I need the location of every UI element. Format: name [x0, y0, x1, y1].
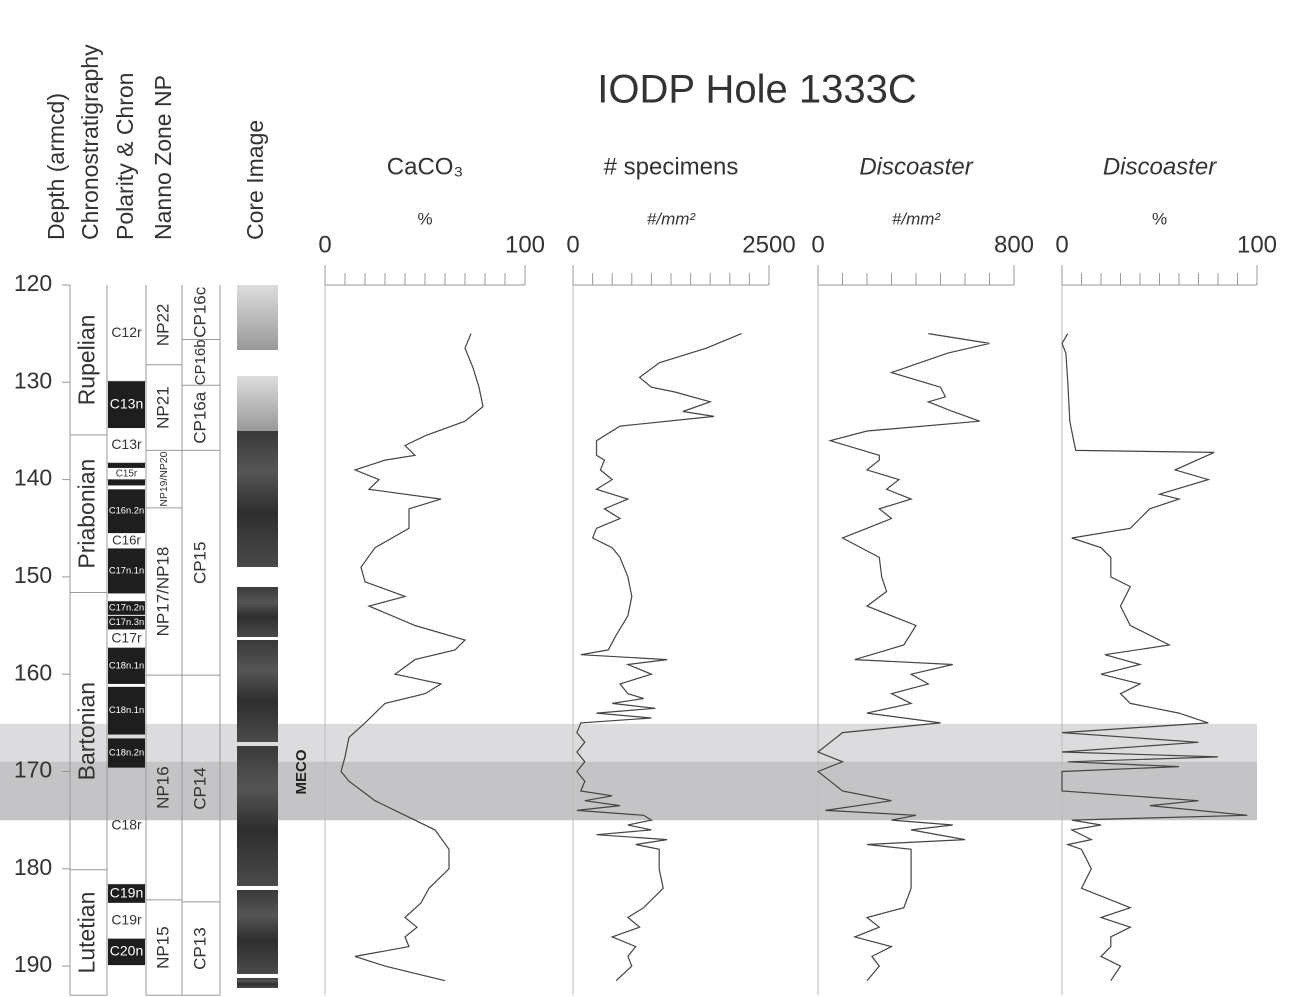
y-tick-label: 140 — [14, 465, 52, 491]
normal-chron — [108, 463, 145, 468]
panel-unit: % — [1152, 209, 1167, 228]
x-tick-label: 0 — [1055, 231, 1068, 258]
zone-label: CP15 — [190, 542, 209, 585]
y-tick-label: 150 — [14, 562, 52, 588]
column-header: Polarity & Chron — [112, 73, 138, 240]
zone-label: NP15 — [153, 926, 172, 969]
chron-label: C17n.1n — [109, 566, 144, 576]
zone-label: CP13 — [190, 927, 209, 970]
normal-chron — [108, 479, 145, 486]
chron-label: C18n.1n — [109, 660, 144, 670]
chron-label: C13n — [110, 395, 143, 411]
data-line — [576, 333, 742, 982]
zone-label: CP14 — [190, 767, 209, 810]
panel-title: Discoaster — [859, 153, 973, 180]
figure-title: IODP Hole 1333C — [597, 68, 916, 112]
chron-label: C12r — [111, 324, 142, 340]
column-header: Nanno Zone NP — [150, 75, 176, 240]
chron-label: C18n.2n — [109, 747, 144, 757]
panel-title: Discoaster — [1103, 153, 1217, 180]
x-tick-label: 2500 — [742, 231, 795, 258]
panel-title: # specimens — [604, 153, 739, 180]
meco-bands — [0, 723, 1257, 821]
normal-chron — [108, 686, 145, 735]
chron-label: C13r — [111, 436, 142, 452]
column-header: Depth (armcd) — [43, 93, 69, 240]
normal-chron — [108, 738, 145, 768]
normal-chron — [108, 548, 145, 594]
column-header: Core Image — [242, 120, 268, 240]
column-header: Chronostratigraphy — [77, 44, 103, 240]
x-tick-label: 100 — [1237, 231, 1277, 258]
chron-label: C17n.2n — [109, 603, 144, 613]
panel-unit: #/mm² — [892, 209, 942, 228]
chron-label: C20n — [110, 943, 143, 959]
y-tick-label: 130 — [14, 367, 52, 393]
chron-label: C18n.1n — [109, 705, 144, 715]
panel-unit: #/mm² — [647, 209, 697, 228]
zone-label: NP21 — [153, 386, 172, 429]
zone-label: NP19/NP20 — [159, 451, 170, 506]
x-tick-label: 0 — [318, 231, 331, 258]
panel-title: CaCO₃ — [387, 153, 463, 180]
normal-chron — [108, 884, 145, 903]
data-line — [1061, 333, 1248, 982]
normal-chron — [108, 615, 145, 630]
zone-label: CP16c — [190, 286, 209, 338]
panel-unit: % — [417, 209, 432, 228]
chron-label: C16n.2n — [109, 506, 144, 516]
y-tick-label: 160 — [14, 659, 52, 685]
x-tick-label: 100 — [505, 231, 545, 258]
zone-label: Lutetian — [74, 892, 100, 974]
chron-label: C16r — [112, 532, 141, 547]
chron-label: C17r — [111, 629, 142, 645]
y-tick-label: 190 — [14, 951, 52, 977]
normal-chron — [108, 381, 145, 429]
data-line — [816, 333, 990, 982]
zone-label: NP22 — [153, 304, 172, 347]
normal-chron — [108, 938, 145, 966]
y-tick-label: 170 — [14, 757, 52, 783]
data-line — [340, 333, 484, 982]
chron-label: C17n.3n — [109, 617, 144, 627]
chron-label: C18r — [111, 817, 142, 833]
zone-label: CP16a — [190, 391, 209, 444]
x-tick-label: 800 — [994, 231, 1034, 258]
meco-peak-band — [0, 761, 1257, 821]
x-tick-label: 0 — [811, 231, 824, 258]
chron-label: C15r — [116, 468, 138, 479]
y-tick-label: 180 — [14, 854, 52, 880]
chron-label: C19r — [111, 912, 142, 928]
normal-chron — [108, 601, 145, 615]
zone-label: NP16 — [153, 766, 172, 809]
zone-label: Priabonian — [74, 459, 100, 569]
zone-label: Rupelian — [74, 315, 100, 406]
core-image — [237, 285, 278, 988]
zone-label: CP16b — [192, 339, 209, 385]
meco-label: MECO — [293, 749, 310, 794]
x-tick-label: 0 — [566, 231, 579, 258]
zone-label: Bartonian — [74, 682, 100, 780]
chron-label: C19n — [110, 884, 143, 900]
zone-label: NP17/NP18 — [153, 547, 172, 637]
normal-chron — [108, 489, 145, 534]
y-tick-label: 120 — [14, 270, 52, 296]
normal-chron — [108, 647, 145, 684]
